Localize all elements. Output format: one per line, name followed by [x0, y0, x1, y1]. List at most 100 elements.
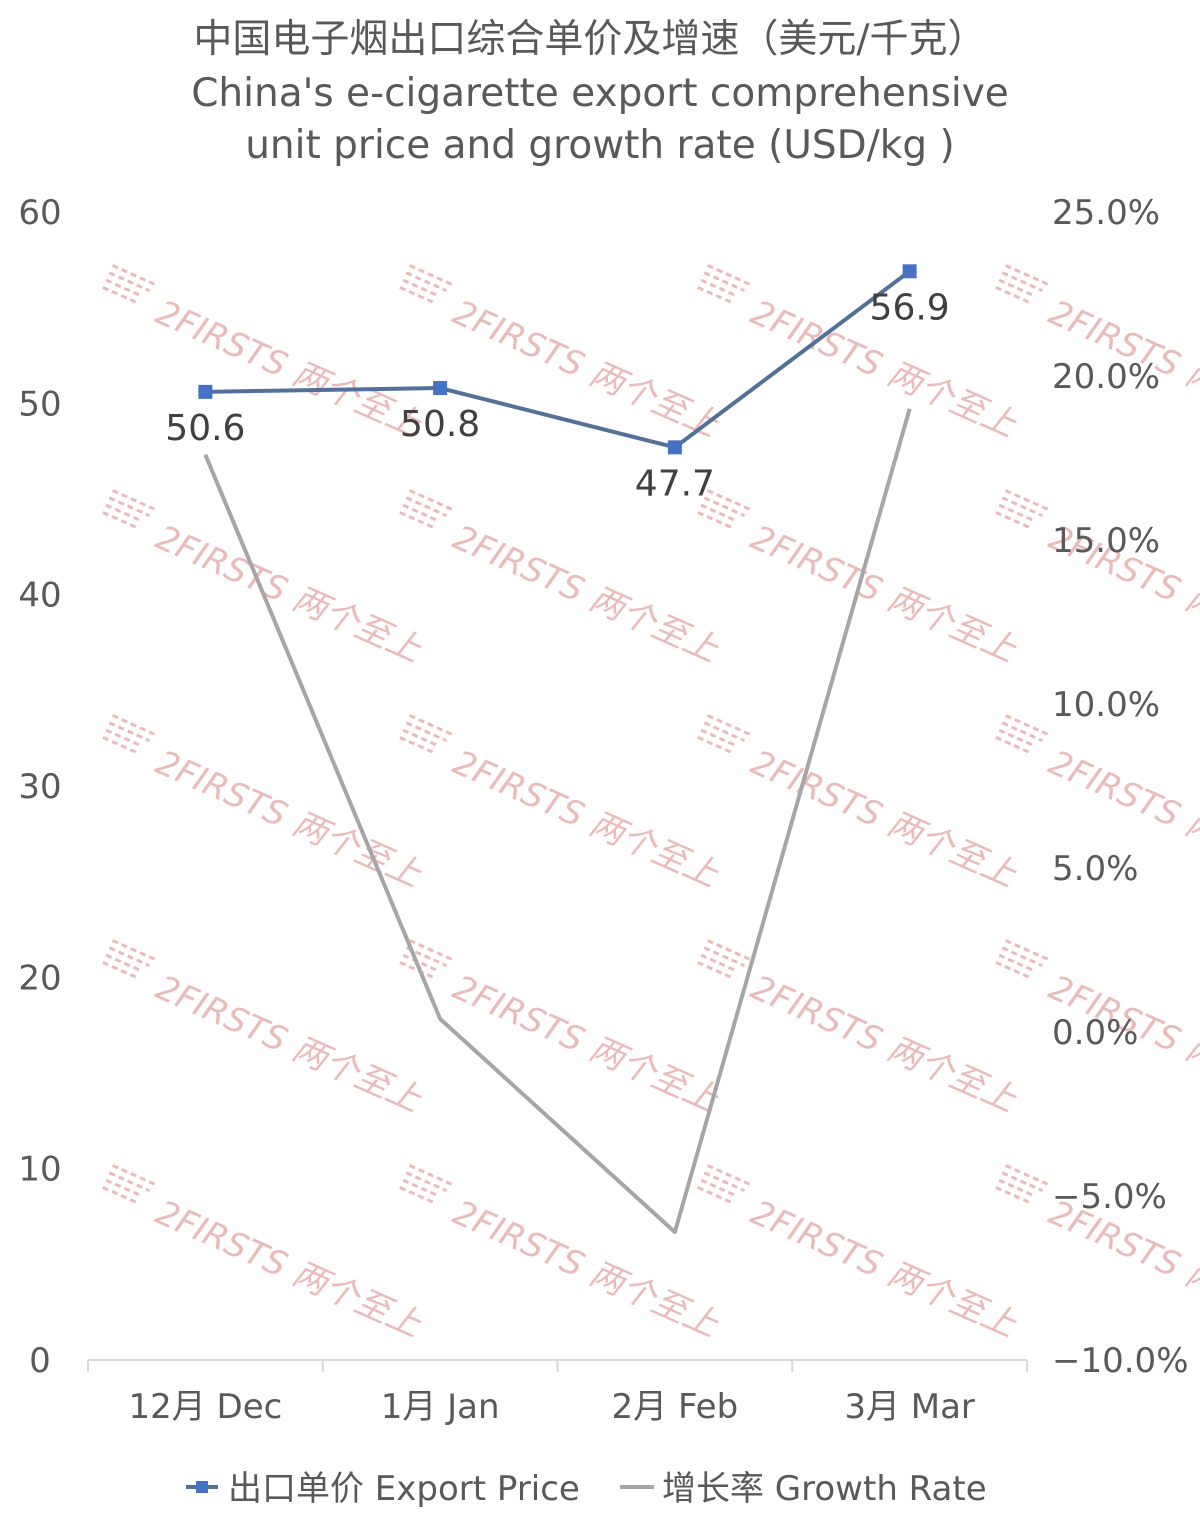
- watermark-logo-stroke: [399, 511, 434, 529]
- watermark-logo-stroke: [1001, 946, 1044, 968]
- watermark-logo-stroke: [1004, 714, 1051, 737]
- watermark-logo-stroke: [995, 1186, 1030, 1204]
- watermark-logo-stroke: [105, 1178, 144, 1198]
- watermark-logo-stroke: [697, 286, 732, 304]
- left-axis-tick-label: 40: [18, 576, 61, 616]
- export-price-data-label: 50.6: [165, 408, 245, 449]
- watermark-logo-stroke: [697, 961, 732, 979]
- watermark-logo-stroke: [995, 286, 1030, 304]
- watermark-logo-stroke: [1001, 721, 1044, 743]
- watermark-logo-stroke: [697, 1186, 732, 1204]
- right-axis-tick-label: 15.0%: [1052, 521, 1160, 561]
- watermark-logo-stroke: [700, 278, 739, 298]
- watermark-logo-stroke: [998, 728, 1037, 748]
- watermark-logo-stroke: [111, 939, 158, 962]
- watermark-tile-3-2: 2FIRSTS 两个至上: [697, 939, 1023, 1121]
- x-axis-category-label: 2月 Feb: [612, 1387, 739, 1427]
- watermark-text: 2FIRSTS 两个至上: [745, 1193, 1023, 1346]
- watermark-logo-stroke: [102, 286, 137, 304]
- watermark-logo-stroke: [102, 961, 137, 979]
- watermark-layer: 2FIRSTS 两个至上 2FIRSTS 两个至上 2FIRSTS 两个至上 2FIR…: [102, 264, 1200, 1346]
- watermark-logo-stroke: [700, 503, 739, 523]
- watermark-logo-stroke: [405, 1171, 448, 1193]
- chart-title: 中国电子烟出口综合单价及增速（美元/千克）: [193, 17, 986, 62]
- watermark-tile-1-3: 2FIRSTS 两个至上: [995, 489, 1200, 671]
- watermark-logo-stroke: [405, 496, 448, 518]
- watermark-logo-stroke: [703, 946, 746, 968]
- watermark-logo-stroke: [703, 1171, 746, 1193]
- watermark-logo-stroke: [1004, 489, 1051, 512]
- watermark-logo-stroke: [402, 503, 441, 523]
- watermark-logo-stroke: [108, 721, 151, 743]
- export-price-marker: [667, 440, 682, 455]
- left-axis: 0 10 20 30 40 50 60: [18, 193, 61, 1381]
- watermark-text: 2FIRSTS 两个至上: [150, 743, 428, 896]
- watermark-logo-stroke: [700, 1178, 739, 1198]
- watermark-tile-3-1: 2FIRSTS 两个至上: [399, 939, 725, 1121]
- watermark-logo-stroke: [706, 1164, 753, 1187]
- x-axis: 12月 Dec 1月 Jan 2月 Feb 3月 Mar: [87, 1359, 1028, 1427]
- left-axis-tick-label: 60: [18, 193, 61, 233]
- watermark-logo-stroke: [399, 286, 434, 304]
- watermark-logo-stroke: [998, 278, 1037, 298]
- watermark-tile-0-2: 2FIRSTS 两个至上: [697, 264, 1023, 446]
- export-price-data-label: 50.8: [400, 404, 480, 445]
- watermark-logo-stroke: [405, 271, 448, 293]
- watermark-tile-2-1: 2FIRSTS 两个至上: [399, 714, 725, 896]
- watermark-logo-stroke: [108, 946, 151, 968]
- watermark-logo-stroke: [405, 946, 448, 968]
- watermark-logo-stroke: [111, 1164, 158, 1187]
- watermark-logo-stroke: [998, 503, 1037, 523]
- watermark-logo-stroke: [102, 736, 137, 754]
- watermark-logo-stroke: [408, 264, 455, 287]
- export-price-marker: [902, 264, 917, 279]
- left-axis-tick-label: 30: [18, 767, 61, 807]
- watermark-logo-stroke: [111, 714, 158, 737]
- watermark-logo-stroke: [402, 728, 441, 748]
- watermark-text: 2FIRSTS 两个至上: [745, 743, 1023, 896]
- watermark-tile-4-0: 2FIRSTS 两个至上: [102, 1164, 428, 1346]
- watermark-logo-stroke: [408, 939, 455, 962]
- x-axis-category-label: 3月 Mar: [844, 1387, 975, 1427]
- export-price-line: [205, 269, 911, 450]
- watermark-logo-stroke: [703, 721, 746, 743]
- watermark-logo-stroke: [697, 736, 732, 754]
- watermark-logo-stroke: [706, 714, 753, 737]
- watermark-logo-stroke: [998, 953, 1037, 973]
- watermark-logo-stroke: [102, 511, 137, 529]
- watermark-text: 2FIRSTS 两个至上: [150, 1193, 428, 1346]
- watermark-logo-stroke: [399, 1186, 434, 1204]
- x-axis-category-label: 1月 Jan: [381, 1387, 500, 1427]
- watermark-tile-3-0: 2FIRSTS 两个至上: [102, 939, 428, 1121]
- watermark-tile-2-2: 2FIRSTS 两个至上: [697, 714, 1023, 896]
- right-axis-tick-label: 25.0%: [1052, 193, 1160, 233]
- watermark-logo-stroke: [995, 511, 1030, 529]
- watermark-text: 2FIRSTS 两个至上: [150, 518, 428, 671]
- right-axis-tick-label: −5.0%: [1052, 1177, 1167, 1217]
- watermark-logo-stroke: [700, 728, 739, 748]
- legend-growth-rate-label: 增长率 Growth Rate: [662, 1469, 987, 1509]
- watermark-logo-stroke: [105, 278, 144, 298]
- right-axis-tick-label: 20.0%: [1052, 357, 1160, 397]
- right-axis-tick-label: 10.0%: [1052, 685, 1160, 725]
- watermark-logo-stroke: [108, 271, 151, 293]
- watermark-logo-stroke: [1004, 1164, 1051, 1187]
- watermark-logo-stroke: [1004, 264, 1051, 287]
- watermark-tile-1-0: 2FIRSTS 两个至上: [102, 489, 428, 671]
- watermark-logo-stroke: [700, 953, 739, 973]
- export-price-data-label: 47.7: [635, 463, 715, 504]
- watermark-logo-stroke: [405, 721, 448, 743]
- watermark-logo-stroke: [1001, 496, 1044, 518]
- watermark-text: 2FIRSTS 两个至上: [745, 968, 1023, 1121]
- export-price-marker: [198, 384, 213, 399]
- watermark-text: 2FIRSTS 两个至上: [447, 968, 725, 1121]
- watermark-tile-0-3: 2FIRSTS 两个至上: [995, 264, 1200, 446]
- chart-subtitle-line-2: unit price and growth rate (USD/kg ): [245, 123, 955, 168]
- watermark-logo-stroke: [105, 728, 144, 748]
- watermark-logo-stroke: [111, 489, 158, 512]
- watermark-logo-stroke: [703, 496, 746, 518]
- left-axis-tick-label: 10: [18, 1150, 61, 1190]
- right-axis-tick-label: 5.0%: [1052, 849, 1138, 889]
- right-axis-tick-label: 0.0%: [1052, 1013, 1138, 1053]
- watermark-logo-stroke: [402, 1178, 441, 1198]
